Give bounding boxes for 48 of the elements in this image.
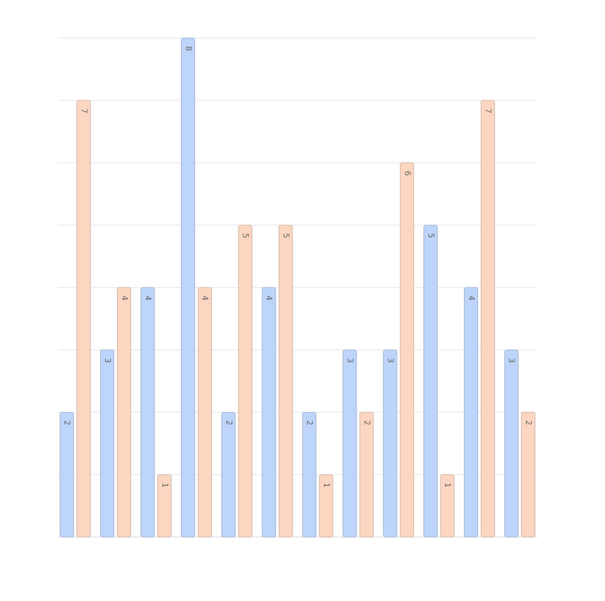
- bar: [480, 100, 495, 538]
- data-label: 2: [224, 420, 234, 426]
- data-label: 4: [120, 296, 129, 301]
- bar: [464, 287, 478, 538]
- bar: [238, 224, 252, 538]
- bar: [140, 287, 155, 538]
- bar: [521, 412, 536, 538]
- data-label: 7: [484, 108, 493, 114]
- bar: [319, 474, 334, 538]
- bar: [440, 474, 454, 538]
- bar: [76, 100, 91, 538]
- bar: [424, 224, 438, 538]
- data-label: 3: [386, 358, 395, 363]
- data-label: 2: [524, 420, 534, 426]
- data-label: 4: [264, 296, 274, 301]
- bar: [504, 350, 518, 538]
- bar: [60, 412, 74, 538]
- data-label: 1: [160, 482, 170, 488]
- bar: [157, 474, 172, 538]
- data-label: 3: [102, 358, 112, 363]
- bar: [360, 412, 374, 538]
- data-label: 3: [346, 358, 355, 363]
- data-label: 3: [507, 358, 516, 363]
- data-label: 2: [362, 420, 372, 426]
- bar: [383, 350, 398, 538]
- bar: [302, 412, 316, 538]
- bar: [116, 287, 132, 538]
- bar: [278, 224, 293, 538]
- data-label: 5: [426, 233, 436, 238]
- data-label: 4: [143, 296, 152, 301]
- bar: [262, 287, 276, 538]
- data-label: 7: [79, 108, 88, 114]
- data-label: 8: [184, 46, 193, 52]
- data-label: 1: [322, 482, 331, 488]
- bar: [100, 350, 114, 538]
- data-label: 2: [305, 420, 314, 426]
- bar: [180, 38, 196, 538]
- data-label: 6: [402, 170, 412, 176]
- data-label: 4: [466, 296, 476, 301]
- data-label: 5: [282, 233, 291, 238]
- bar: [400, 162, 414, 538]
- bar: [342, 350, 357, 538]
- data-label: 2: [62, 420, 72, 426]
- data-label: 4: [200, 296, 210, 301]
- data-label: 5: [241, 233, 250, 238]
- data-label: 1: [443, 482, 452, 488]
- bar: [221, 412, 236, 538]
- bar: [198, 287, 212, 538]
